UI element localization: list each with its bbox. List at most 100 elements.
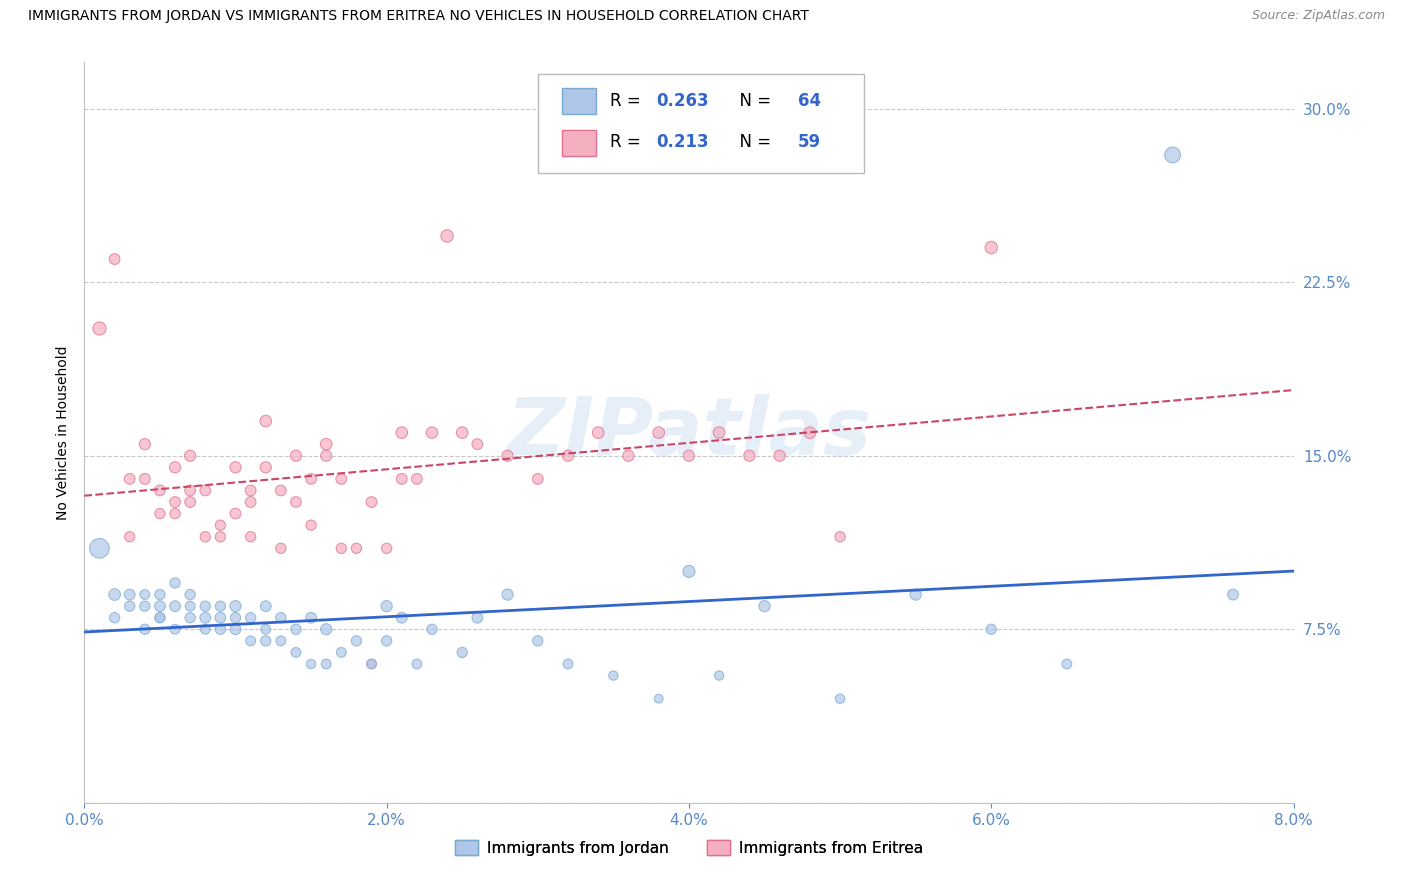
Point [270, 483, 292, 498]
Point [179, 599, 201, 614]
Point [980, 240, 1002, 255]
Point [1161, 148, 1184, 162]
Point [270, 610, 292, 624]
Point [467, 437, 489, 451]
Point [165, 622, 187, 636]
Point [346, 633, 368, 648]
Point [254, 414, 277, 428]
Point [799, 425, 821, 440]
Point [149, 588, 172, 602]
Point [194, 530, 217, 544]
Point [285, 645, 308, 659]
Point [451, 425, 474, 440]
Point [496, 449, 519, 463]
Point [406, 472, 429, 486]
Point [270, 541, 292, 556]
Point [527, 472, 550, 486]
Point [134, 622, 156, 636]
Point [225, 599, 247, 614]
Point [360, 657, 382, 671]
Point [315, 622, 337, 636]
Text: 64: 64 [797, 92, 821, 110]
Point [391, 610, 413, 624]
Text: 0.263: 0.263 [657, 92, 709, 110]
Point [149, 610, 172, 624]
Point [254, 460, 277, 475]
Point [436, 229, 458, 244]
Point [451, 645, 474, 659]
Point [89, 321, 111, 335]
Point [134, 437, 156, 451]
Point [391, 425, 413, 440]
Point [496, 588, 519, 602]
Point [980, 622, 1002, 636]
Text: 59: 59 [797, 133, 821, 151]
Point [165, 599, 187, 614]
Text: N =: N = [728, 92, 776, 110]
Point [709, 668, 731, 682]
Point [527, 633, 550, 648]
Point [406, 657, 429, 671]
Text: IMMIGRANTS FROM JORDAN VS IMMIGRANTS FROM ERITREA NO VEHICLES IN HOUSEHOLD CORRE: IMMIGRANTS FROM JORDAN VS IMMIGRANTS FRO… [28, 9, 808, 23]
Point [285, 449, 308, 463]
Point [254, 622, 277, 636]
Text: R =: R = [610, 92, 647, 110]
Point [299, 657, 322, 671]
Point [391, 472, 413, 486]
Point [754, 599, 776, 614]
Point [239, 530, 262, 544]
Point [118, 599, 141, 614]
Point [648, 425, 671, 440]
Point [420, 425, 443, 440]
Legend: Immigrants from Jordan, Immigrants from Eritrea: Immigrants from Jordan, Immigrants from … [449, 834, 929, 862]
Point [330, 645, 353, 659]
Point [285, 495, 308, 509]
Point [118, 588, 141, 602]
Point [270, 633, 292, 648]
Point [299, 610, 322, 624]
Point [149, 483, 172, 498]
Point [118, 472, 141, 486]
Point [149, 610, 172, 624]
Point [375, 599, 398, 614]
Text: N =: N = [728, 133, 776, 151]
Point [165, 495, 187, 509]
Point [165, 460, 187, 475]
Point [179, 483, 201, 498]
Point [648, 691, 671, 706]
Point [209, 622, 232, 636]
Point [360, 495, 382, 509]
Point [285, 622, 308, 636]
FancyBboxPatch shape [538, 73, 865, 173]
Point [904, 588, 927, 602]
Text: ZIPatlas: ZIPatlas [506, 393, 872, 472]
Point [330, 541, 353, 556]
Point [225, 610, 247, 624]
Point [239, 495, 262, 509]
Point [420, 622, 443, 636]
Y-axis label: No Vehicles in Household: No Vehicles in Household [56, 345, 70, 520]
Point [104, 588, 127, 602]
Point [209, 610, 232, 624]
Point [299, 472, 322, 486]
Point [149, 507, 172, 521]
Point [104, 252, 127, 266]
Point [179, 588, 201, 602]
Point [375, 633, 398, 648]
Point [179, 495, 201, 509]
Point [254, 599, 277, 614]
Point [165, 507, 187, 521]
Point [225, 460, 247, 475]
Point [1056, 657, 1078, 671]
Point [239, 633, 262, 648]
FancyBboxPatch shape [562, 88, 596, 114]
Point [254, 633, 277, 648]
Point [194, 483, 217, 498]
Point [104, 610, 127, 624]
Point [194, 622, 217, 636]
Point [602, 668, 624, 682]
Point [346, 541, 368, 556]
Point [89, 541, 111, 556]
Point [118, 530, 141, 544]
Point [134, 599, 156, 614]
